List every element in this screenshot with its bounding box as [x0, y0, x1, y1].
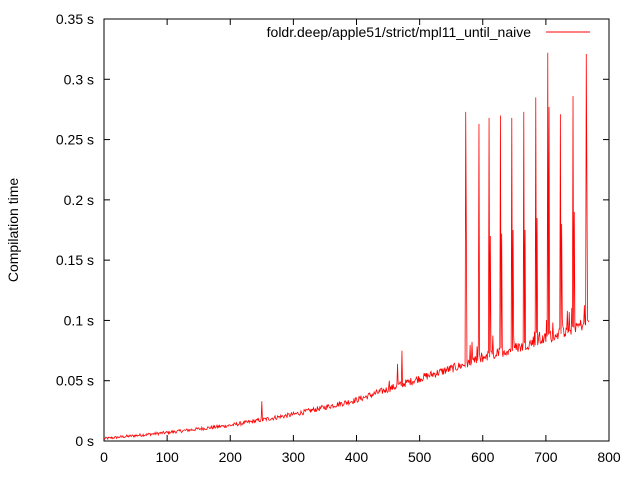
plot-frame	[103, 18, 610, 442]
y-tick-label: 0.25 s	[56, 132, 94, 148]
x-tick-label: 100	[155, 449, 179, 465]
x-tick-label: 0	[100, 449, 108, 465]
x-tick-label: 800	[597, 449, 621, 465]
y-tick-label: 0 s	[75, 433, 94, 449]
y-tick-label: 0.2 s	[64, 192, 94, 208]
x-tick-label: 600	[471, 449, 495, 465]
x-tick-label: 300	[282, 449, 306, 465]
x-tick-label: 200	[219, 449, 243, 465]
series-layer	[103, 52, 590, 441]
y-tick-label: 0.3 s	[64, 71, 94, 87]
axis-tick-labels: 0 100 200 300 400 500 600 700 800 0 s 0.05 s 0.1 s 0…	[56, 11, 621, 465]
legend-entry-label: foldr.deep/apple51/strict/mpl11_until_na…	[267, 24, 532, 40]
y-tick-label: 0.1 s	[64, 312, 94, 328]
x-tick-label: 500	[408, 449, 432, 465]
y-axis-label: Compilation time	[5, 178, 21, 282]
y-tick-label: 0.15 s	[56, 252, 94, 268]
legend: foldr.deep/apple51/strict/mpl11_until_na…	[267, 24, 590, 40]
axis-ticks	[103, 18, 610, 442]
x-tick-label: 400	[345, 449, 369, 465]
series-line	[103, 52, 590, 441]
x-tick-label: 700	[534, 449, 558, 465]
y-tick-label: 0.05 s	[56, 373, 94, 389]
y-tick-label: 0.35 s	[56, 11, 94, 27]
